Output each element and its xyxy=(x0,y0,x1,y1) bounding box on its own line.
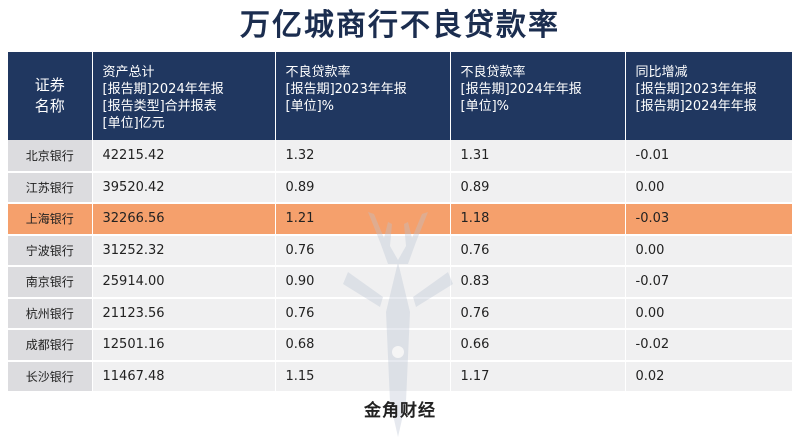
table-row: 杭州银行 21123.56 0.76 0.76 0.00 xyxy=(8,297,792,330)
change-cell: 0.00 xyxy=(625,171,792,204)
assets-cell: 39520.42 xyxy=(92,171,276,204)
assets-cell: 32266.56 xyxy=(92,203,276,236)
npl-2024-cell: 0.89 xyxy=(450,171,626,204)
header-yoy-change: 同比增减 [报告期]2023年年报 [报告期]2024年年报 xyxy=(625,52,792,140)
npl-2023-cell: 1.15 xyxy=(275,360,451,393)
bank-name-cell: 长沙银行 xyxy=(8,360,93,393)
assets-cell: 25914.00 xyxy=(92,266,276,299)
footer-brand: 金角财经 xyxy=(364,401,436,421)
bank-name-cell: 上海银行 xyxy=(8,203,93,236)
table-row-highlighted: 上海银行 32266.56 1.21 1.18 -0.03 xyxy=(8,203,792,236)
npl-table: 证券 名称 资产总计 [报告期]2024年年报 [报告类型]合并报表 [单位]亿… xyxy=(8,52,792,393)
npl-2024-cell: 1.31 xyxy=(450,140,626,173)
npl-2024-cell: 0.83 xyxy=(450,266,626,299)
assets-cell: 31252.32 xyxy=(92,234,276,267)
change-cell: -0.03 xyxy=(625,203,792,236)
npl-2024-cell: 1.17 xyxy=(450,360,626,393)
bank-name-cell: 宁波银行 xyxy=(8,234,93,267)
table-row: 成都银行 12501.16 0.68 0.66 -0.02 xyxy=(8,329,792,362)
page-title: 万亿城商行不良贷款率 xyxy=(240,8,560,43)
table-row: 宁波银行 31252.32 0.76 0.76 0.00 xyxy=(8,234,792,267)
table-row: 江苏银行 39520.42 0.89 0.89 0.00 xyxy=(8,171,792,204)
bank-name-cell: 南京银行 xyxy=(8,266,93,299)
change-cell: -0.01 xyxy=(625,140,792,173)
npl-2023-cell: 1.32 xyxy=(275,140,451,173)
header-npl-2023: 不良贷款率 [报告期]2023年年报 [单位]% xyxy=(275,52,451,140)
table-header-row: 证券 名称 资产总计 [报告期]2024年年报 [报告类型]合并报表 [单位]亿… xyxy=(8,52,792,140)
assets-cell: 12501.16 xyxy=(92,329,276,362)
npl-2023-cell: 0.90 xyxy=(275,266,451,299)
change-cell: -0.07 xyxy=(625,266,792,299)
change-cell: 0.00 xyxy=(625,297,792,330)
npl-2023-cell: 1.21 xyxy=(275,203,451,236)
npl-2023-cell: 0.76 xyxy=(275,234,451,267)
assets-cell: 11467.48 xyxy=(92,360,276,393)
change-cell: 0.00 xyxy=(625,234,792,267)
header-security-name: 证券 名称 xyxy=(8,52,93,140)
data-table-container: 证券 名称 资产总计 [报告期]2024年年报 [报告类型]合并报表 [单位]亿… xyxy=(8,52,792,437)
table-row: 南京银行 25914.00 0.90 0.83 -0.07 xyxy=(8,266,792,299)
bank-name-cell: 杭州银行 xyxy=(8,297,93,330)
npl-2024-cell: 0.76 xyxy=(450,234,626,267)
npl-2024-cell: 0.76 xyxy=(450,297,626,330)
assets-cell: 21123.56 xyxy=(92,297,276,330)
bank-name-cell: 北京银行 xyxy=(8,140,93,173)
npl-2024-cell: 1.18 xyxy=(450,203,626,236)
npl-2024-cell: 0.66 xyxy=(450,329,626,362)
header-npl-2024: 不良贷款率 [报告期]2024年年报 [单位]% xyxy=(450,52,626,140)
npl-2023-cell: 0.68 xyxy=(275,329,451,362)
change-cell: 0.02 xyxy=(625,360,792,393)
npl-2023-cell: 0.89 xyxy=(275,171,451,204)
table-row: 长沙银行 11467.48 1.15 1.17 0.02 xyxy=(8,360,792,393)
npl-2023-cell: 0.76 xyxy=(275,297,451,330)
bank-name-cell: 成都银行 xyxy=(8,329,93,362)
bank-name-cell: 江苏银行 xyxy=(8,171,93,204)
header-total-assets: 资产总计 [报告期]2024年年报 [报告类型]合并报表 [单位]亿元 xyxy=(92,52,276,140)
table-row: 北京银行 42215.42 1.32 1.31 -0.01 xyxy=(8,140,792,173)
change-cell: -0.02 xyxy=(625,329,792,362)
assets-cell: 42215.42 xyxy=(92,140,276,173)
